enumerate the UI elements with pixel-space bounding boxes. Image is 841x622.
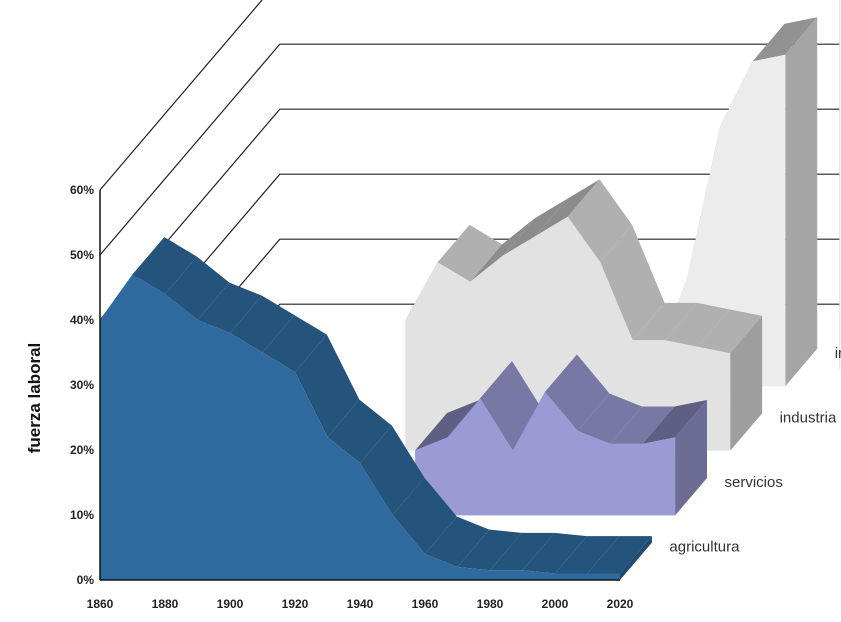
series-ribbons — [100, 17, 818, 580]
ribbon-top-segment — [600, 224, 665, 341]
ribbon-top-segment — [327, 399, 392, 463]
y-tick-label: 60% — [70, 183, 94, 197]
series-ribbon — [405, 179, 763, 451]
ribbon-top-segment — [665, 302, 730, 347]
y-tick-label: 0% — [77, 573, 95, 587]
ribbon-end-cap — [730, 315, 763, 451]
ribbon-front-face — [415, 391, 676, 516]
series-label: agricultura — [669, 539, 740, 556]
ribbon-top-segment — [752, 17, 818, 62]
y-tick-label: 30% — [70, 378, 94, 392]
gridline — [99, 0, 263, 191]
ribbon-top-segment — [360, 425, 425, 515]
ribbon-top-segment — [642, 400, 707, 444]
x-tick-label: 1940 — [347, 597, 374, 611]
ribbon-top-segment — [587, 536, 652, 574]
ribbon-top-segment — [230, 295, 295, 353]
x-tick-label: 1860 — [87, 597, 114, 611]
x-tick-label: 1920 — [282, 597, 309, 611]
x-tick-label: 2000 — [542, 597, 569, 611]
ribbon-top-segment — [545, 354, 610, 431]
ribbon-top-segment — [425, 516, 490, 567]
x-tick-label: 1880 — [152, 597, 179, 611]
ribbon-top-segment — [567, 179, 633, 263]
ribbon-top-segment — [262, 315, 327, 372]
x-tick-label: 1980 — [477, 597, 504, 611]
y-tick-label: 20% — [70, 443, 94, 457]
ribbon-top-segment — [457, 529, 522, 571]
ribbon-top-segment — [490, 532, 555, 571]
ribbon-top-segment — [392, 477, 457, 554]
ribbon-top-segment — [555, 536, 620, 574]
ribbon-end-cap — [675, 400, 707, 516]
ribbon-top-segment — [470, 218, 535, 282]
series-label: industria — [780, 409, 837, 426]
y-tick-label: 10% — [70, 508, 94, 522]
ribbon-top-segment — [295, 334, 360, 437]
y-axis-label: fuerza laboral — [25, 343, 44, 454]
ribbon-top-segment — [165, 256, 230, 320]
series-ribbon — [415, 354, 707, 516]
series-label: servicios — [725, 474, 783, 491]
x-tick-label: 1960 — [412, 597, 439, 611]
y-tick-label: 40% — [70, 313, 94, 327]
ribbon-top-segment — [197, 282, 262, 333]
y-tick-label: 50% — [70, 248, 94, 262]
axes: 0% 10% 20% 30% 40% 50% 60% 1860 1880 1900 1920 1940… — [70, 183, 634, 611]
series-ribbon — [100, 237, 652, 580]
ribbon-top-segment — [522, 532, 587, 574]
ribbon-top-segment — [437, 224, 503, 282]
ribbon-top-segment — [132, 237, 197, 294]
ribbon-top-segment — [502, 198, 568, 256]
ribbon-end-cap — [785, 17, 818, 387]
x-tick-label: 1900 — [217, 597, 244, 611]
gridline — [99, 43, 840, 256]
x-tick-label: 2020 — [607, 597, 634, 611]
ribbon-top-segment — [535, 179, 600, 237]
ribbon-top-segment — [610, 406, 675, 444]
ribbon-end-cap — [620, 536, 652, 580]
ribbon-top-segment — [415, 400, 480, 451]
ribbon-front-face — [100, 274, 620, 580]
ribbon-top-segment — [577, 393, 642, 444]
ribbon-top-segment — [632, 302, 698, 341]
series-labels: agricultura servicios industria información — [669, 345, 841, 556]
ribbon-top-segment — [697, 309, 763, 354]
series-label: información — [835, 345, 841, 362]
